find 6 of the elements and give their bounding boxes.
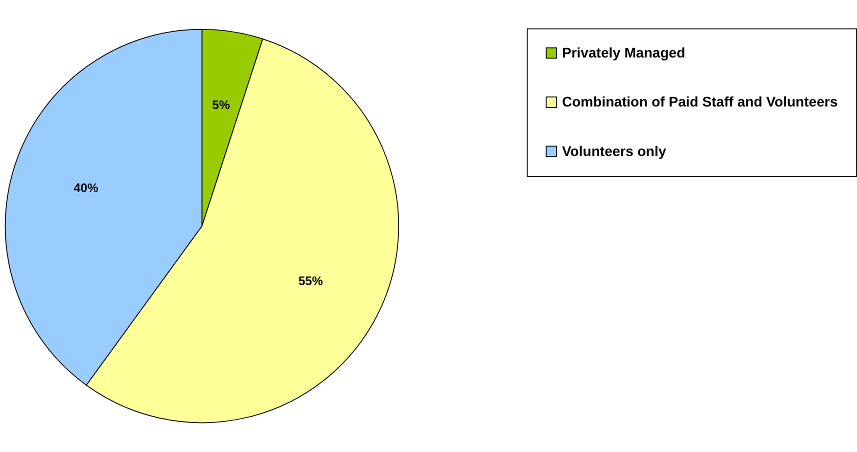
legend-label: Combination of Paid Staff and Volunteers [562,94,838,110]
legend-label: Privately Managed [562,44,686,60]
legend-label: Volunteers only [562,142,666,159]
data-label: 55% [298,274,323,288]
data-label: 5% [212,98,230,112]
data-label: 40% [74,180,98,195]
